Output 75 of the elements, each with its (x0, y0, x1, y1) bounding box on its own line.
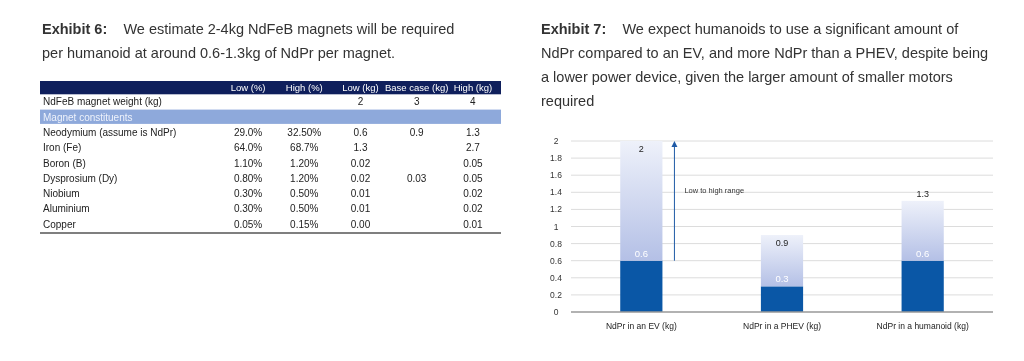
y-tick-label: 1.8 (550, 153, 563, 164)
data-label: 29.0% (233, 126, 263, 138)
data-label: 0.30% (233, 188, 263, 200)
data-label: 0.6 (916, 247, 930, 259)
total-label: 1.3 (916, 188, 929, 199)
data-label: 64.0% (233, 142, 263, 154)
x-tick-label: High (%) (285, 82, 323, 93)
y-tick-label: 0 (553, 307, 559, 317)
y-tick-label: Aluminium (43, 203, 90, 215)
data-label: 0.01 (463, 218, 484, 230)
data-label: 0.15% (290, 218, 319, 230)
y-tick-label: 0.4 (550, 272, 563, 283)
total-label: 2 (638, 144, 644, 154)
y-tick-label: Dysprosium (Dy) (43, 172, 118, 184)
data-label: 3 (413, 96, 420, 108)
data-label: 1.3 (465, 126, 481, 138)
y-tick-label: 1.4 (550, 187, 563, 198)
data-label: 1.20% (290, 157, 319, 169)
data-label: 2.7 (465, 142, 481, 154)
y-tick-label: Magnet constituents (43, 111, 133, 123)
data-label: 0.80% (233, 172, 263, 184)
data-label: 4 (470, 96, 477, 108)
data-label: 0.01 (350, 188, 371, 200)
data-label: 2 (357, 96, 364, 108)
data-label: 0.03 (406, 172, 427, 184)
data-label: 1.3 (353, 142, 368, 154)
x-tick-label: NdPr in a humanoid (kg) (876, 321, 969, 331)
y-tick-label: Neodymium (assume is NdPr) (43, 126, 177, 138)
data-label: 0.02 (463, 203, 484, 215)
bar (760, 235, 804, 287)
data-label: 1.10% (233, 157, 263, 169)
chart-title: Exhibit 7: We expect humanoids to use a significant amount of NdPr compared to an EV, and more NdPr than a PHEV, despite being a lower power device, given the larger amount of smaller motors required (541, 21, 989, 109)
y-tick-label: Iron (Fe) (43, 142, 82, 154)
data-label: 0.6 (634, 247, 648, 259)
data-label: 0.50% (290, 203, 319, 215)
data-label: 0.02 (350, 172, 371, 184)
data-label: 32.50% (287, 126, 322, 138)
x-tick-label: Low (kg) (342, 82, 379, 93)
y-tick-label: 1.6 (550, 170, 563, 181)
bar (620, 141, 663, 261)
total-label: 0.9 (775, 238, 789, 249)
x-tick-label: Low (%) (230, 82, 266, 93)
data-label: 1.20% (290, 172, 319, 184)
data-label: 0.6 (353, 126, 368, 138)
data-label: 0.3 (775, 273, 789, 285)
y-tick-label: 0.8 (550, 238, 563, 249)
x-tick-label: High (kg) (453, 82, 493, 93)
data-label: 0.30% (233, 203, 263, 215)
data-label: 0.05 (463, 157, 484, 169)
y-tick-label: NdFeB magnet weight (kg) (43, 96, 162, 108)
data-label: 0.05 (463, 172, 484, 184)
y-tick-label: Copper (43, 218, 77, 230)
data-label: 0.50% (290, 188, 319, 200)
data-label: 0.02 (350, 157, 371, 169)
y-tick-label: Boron (B) (43, 157, 86, 169)
data-label: 0.9 (409, 126, 425, 138)
x-tick-label: Base case (kg) (385, 82, 449, 93)
data-label: 0.05% (233, 218, 263, 230)
bar (620, 260, 663, 312)
data-label: 68.7% (290, 142, 319, 154)
data-label: 0.00 (350, 218, 371, 230)
y-tick-label: 1 (553, 221, 559, 232)
bar (901, 260, 944, 312)
y-tick-label: 2 (553, 136, 559, 146)
y-tick-label: Niobium (43, 188, 80, 200)
x-tick-label: NdPr in an EV (kg) (605, 321, 677, 331)
data-label: 0.02 (463, 188, 484, 200)
y-tick-label: 1.2 (550, 204, 563, 215)
data-label: 0.01 (350, 203, 371, 215)
chart-title: Exhibit 6: We estimate 2-4kg NdFeB magnets will be required per humanoid at around 0.6-1.3kg of NdPr per magnet. (42, 21, 455, 61)
x-tick-label: NdPr in a PHEV (kg) (743, 321, 822, 331)
y-tick-label: 0.6 (550, 255, 563, 266)
bar (901, 200, 944, 261)
y-tick-label: 0.2 (550, 289, 563, 300)
bar (760, 286, 804, 312)
